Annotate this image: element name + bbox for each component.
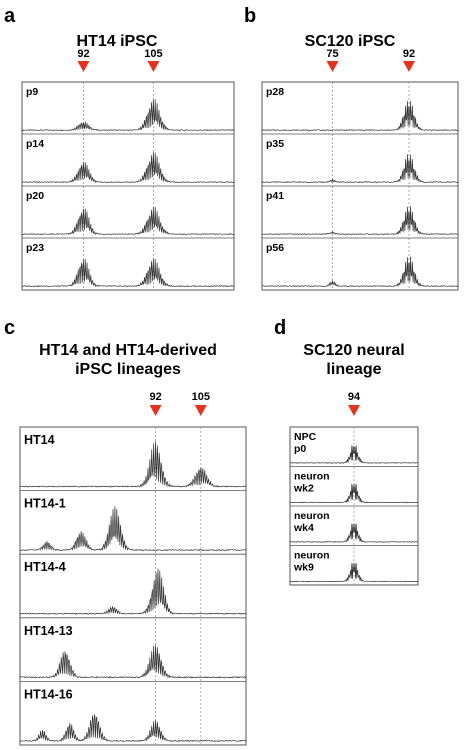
track-b-3: p41 [261,185,459,236]
track-b-1: p28 [262,86,459,132]
panel-frame [19,426,247,746]
track-label: p0 [294,443,306,455]
track-c-1: HT14 [20,433,247,488]
track-label: p56 [266,242,284,254]
track-label: HT14-1 [24,497,66,511]
track-label: p35 [266,138,284,150]
marker-label: 94 [348,391,361,403]
panel-letter: d [274,317,286,339]
electropherogram-trace [19,568,247,615]
marker-label: 105 [192,391,210,403]
track-c-2: HT14-1 [19,490,247,552]
electropherogram-trace [21,152,235,184]
track-label: neuron [294,471,330,483]
electropherogram-trace [289,445,419,464]
track-label: wk2 [293,483,314,495]
panel-title: HT14 iPSC [77,33,158,50]
panel-letter: a [4,5,16,27]
electropherogram-trace [21,258,235,288]
marker-triangle-icon [403,61,415,72]
marker-label: 92 [77,48,89,60]
track-c-4: HT14-13 [20,617,247,679]
electropherogram-trace [289,523,419,543]
track-label: p20 [26,190,44,202]
track-b-2: p35 [261,133,459,184]
marker-label: 92 [403,48,415,60]
track-a-4: p23 [21,237,235,288]
panel-title: HT14 and HT14-derived [39,342,217,359]
marker-triangle-icon [149,405,162,416]
electropherogram-trace [22,206,235,236]
panel-title: SC120 iPSC [305,33,396,50]
track-label: p41 [266,190,284,202]
panel-title: lineage [326,361,381,378]
electropherogram-trace [290,562,419,583]
track-label: NPC [294,431,317,443]
panel-c: c HT14 and HT14-derived iPSC lineages 92 105… [4,317,247,746]
electropherogram-trace [262,256,459,288]
track-label: p14 [26,138,44,150]
track-label: neuron [294,510,330,522]
electropherogram-trace [20,441,247,488]
marker-triangle-icon [77,61,90,72]
electropherogram-trace [19,506,247,552]
marker-label: 75 [326,48,338,60]
electropherogram-trace [261,206,459,236]
electropherogram-trace [21,99,235,132]
track-c-5: HT14-16 [19,681,247,743]
panel-title: SC120 neural [303,342,404,359]
track-c-3: HT14-4 [19,553,247,615]
track-label: wk4 [293,522,314,534]
track-label: p28 [266,86,284,98]
track-a-3: p20 [22,185,235,236]
marker-label: 105 [144,48,162,60]
marker-triangle-icon [147,61,160,72]
track-a-1: p9 [21,86,235,132]
track-label: HT14-16 [24,687,73,701]
electropherogram-trace [261,154,459,184]
electropherogram-trace [262,100,459,132]
marker-triangle-icon [348,405,360,416]
track-a-2: p14 [21,133,235,184]
panel-letter: b [244,5,256,27]
track-label: wk9 [293,562,314,574]
track-b-4: p56 [262,237,459,288]
track-label: p23 [26,242,44,254]
electropherogram-trace [20,645,247,679]
panel-title: iPSC lineages [75,361,181,378]
marker-triangle-icon [194,405,207,416]
marker-triangle-icon [326,61,339,72]
marker-label: 92 [149,391,161,403]
track-label: HT14-4 [24,560,66,574]
track-label: neuron [294,550,330,562]
track-label: p9 [26,86,38,98]
electropherogram-trace [289,484,419,504]
electropherogram-trace [19,714,247,743]
track-label: HT14-13 [24,624,73,638]
track-label: HT14 [24,433,55,447]
panel-letter: c [4,317,15,339]
